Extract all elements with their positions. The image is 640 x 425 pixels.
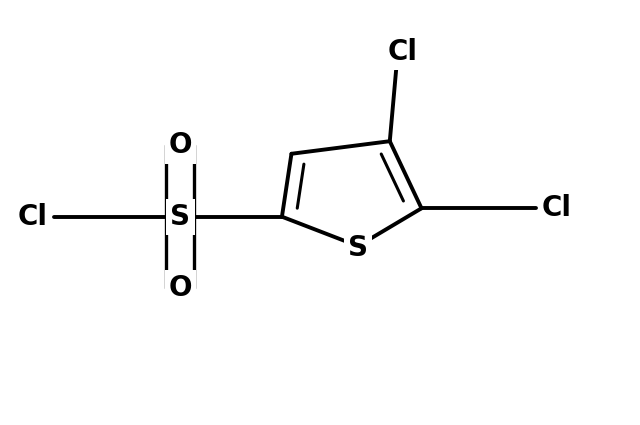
Text: O: O — [169, 131, 192, 159]
Text: O: O — [169, 274, 192, 302]
Text: S: S — [348, 234, 368, 262]
Text: Cl: Cl — [17, 203, 47, 231]
Text: Cl: Cl — [542, 194, 572, 222]
Text: Cl: Cl — [387, 38, 417, 66]
Text: S: S — [170, 203, 191, 231]
